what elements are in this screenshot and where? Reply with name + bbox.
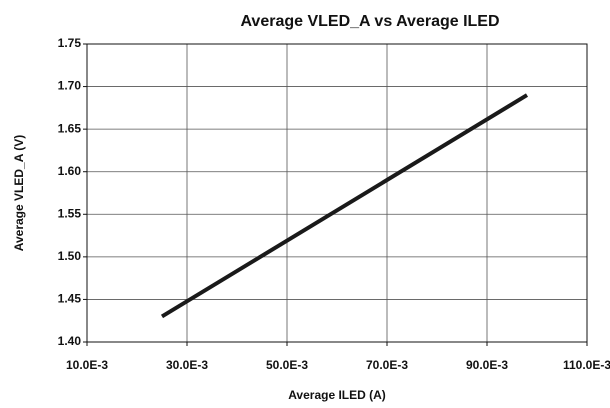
chart-title: Average VLED_A vs Average ILED: [240, 13, 499, 30]
x-tick-label: 30.0E-3: [166, 358, 208, 372]
x-tick-label: 70.0E-3: [366, 358, 408, 372]
x-tick-label: 50.0E-3: [266, 358, 308, 372]
y-tick-label: 1.60: [58, 164, 82, 178]
x-axis-label: Average ILED (A): [288, 388, 386, 402]
y-tick-label: 1.55: [58, 206, 82, 220]
y-tick-label: 1.40: [58, 334, 82, 348]
y-tick-label: 1.45: [58, 292, 82, 306]
y-tick-label: 1.65: [58, 121, 82, 135]
x-tick-label: 110.0E-3: [563, 358, 610, 372]
data-line: [160, 93, 529, 319]
y-tick-label: 1.75: [58, 36, 82, 50]
y-tick-label: 1.70: [58, 79, 82, 93]
x-tick-label: 10.0E-3: [66, 358, 108, 372]
y-axis-label: Average VLED_A (V): [12, 135, 26, 251]
x-tick-label: 90.0E-3: [466, 358, 508, 372]
y-tick-label: 1.50: [58, 249, 82, 263]
plot-border: [86, 43, 588, 343]
